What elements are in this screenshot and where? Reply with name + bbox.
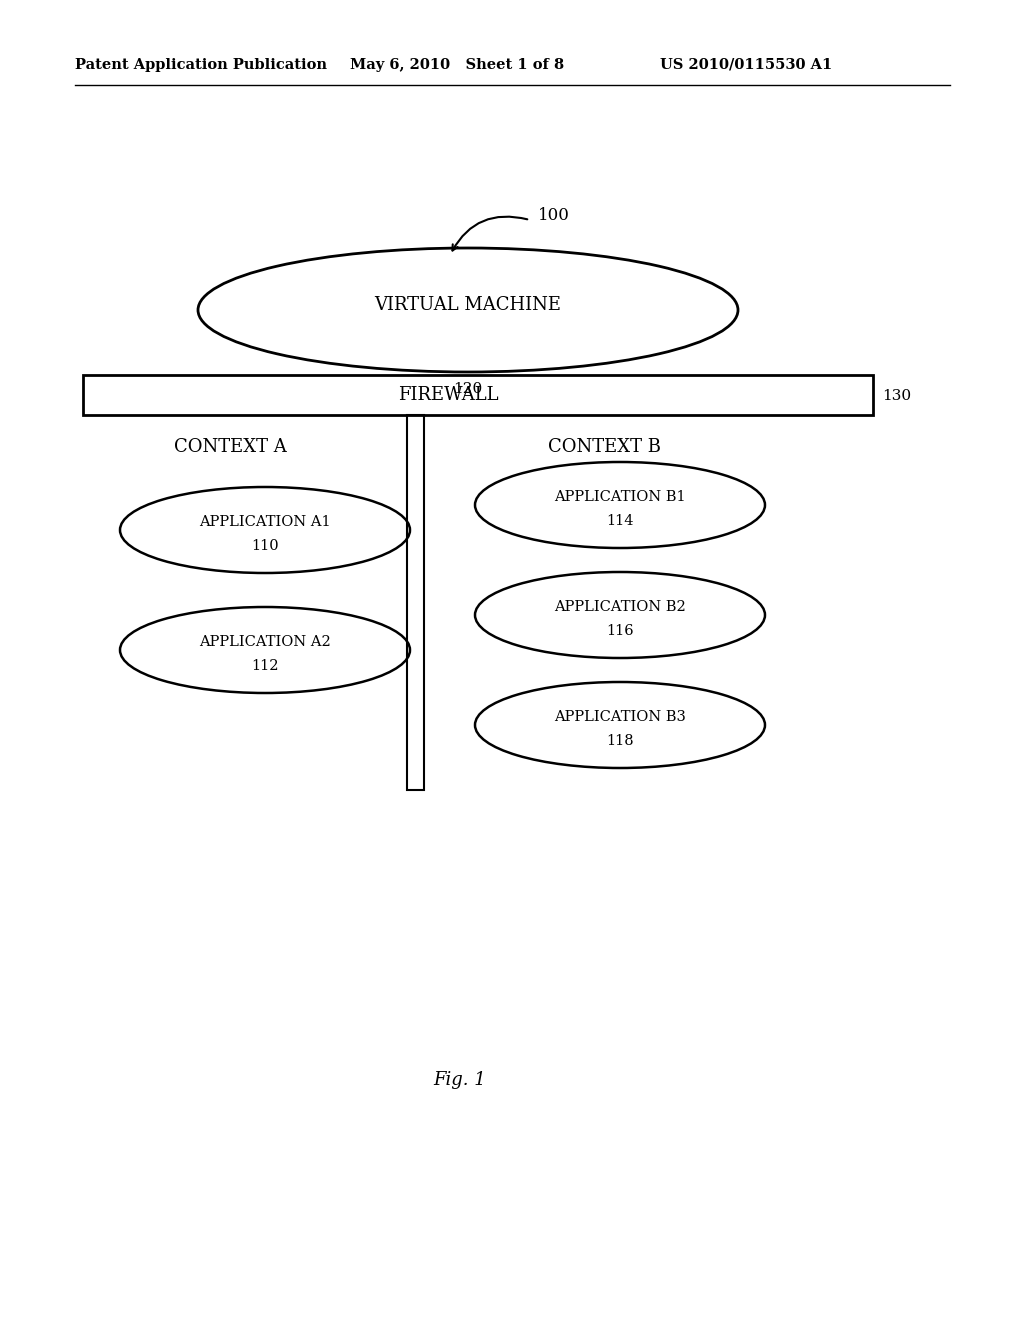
Text: 118: 118 <box>606 734 634 748</box>
Text: FIREWALL: FIREWALL <box>397 385 499 404</box>
Text: 112: 112 <box>251 659 279 673</box>
Text: CONTEXT B: CONTEXT B <box>549 438 662 455</box>
Text: 114: 114 <box>606 513 634 528</box>
Text: CONTEXT A: CONTEXT A <box>174 438 287 455</box>
Text: APPLICATION B3: APPLICATION B3 <box>554 710 686 723</box>
Bar <box>83 375 873 414</box>
Text: 120: 120 <box>454 381 482 396</box>
Text: 110: 110 <box>251 539 279 553</box>
Text: APPLICATION B2: APPLICATION B2 <box>554 601 686 614</box>
Text: May 6, 2010   Sheet 1 of 8: May 6, 2010 Sheet 1 of 8 <box>350 58 564 73</box>
Text: 116: 116 <box>606 624 634 638</box>
Text: Fig. 1: Fig. 1 <box>433 1071 486 1089</box>
Text: VIRTUAL MACHINE: VIRTUAL MACHINE <box>375 296 561 314</box>
Text: 100: 100 <box>538 206 570 223</box>
Text: APPLICATION A1: APPLICATION A1 <box>200 515 331 529</box>
Text: US 2010/0115530 A1: US 2010/0115530 A1 <box>660 58 833 73</box>
Text: Patent Application Publication: Patent Application Publication <box>75 58 327 73</box>
Text: 130: 130 <box>882 389 911 403</box>
Text: APPLICATION A2: APPLICATION A2 <box>199 635 331 649</box>
Bar <box>407 414 424 789</box>
Text: APPLICATION B1: APPLICATION B1 <box>554 490 686 504</box>
